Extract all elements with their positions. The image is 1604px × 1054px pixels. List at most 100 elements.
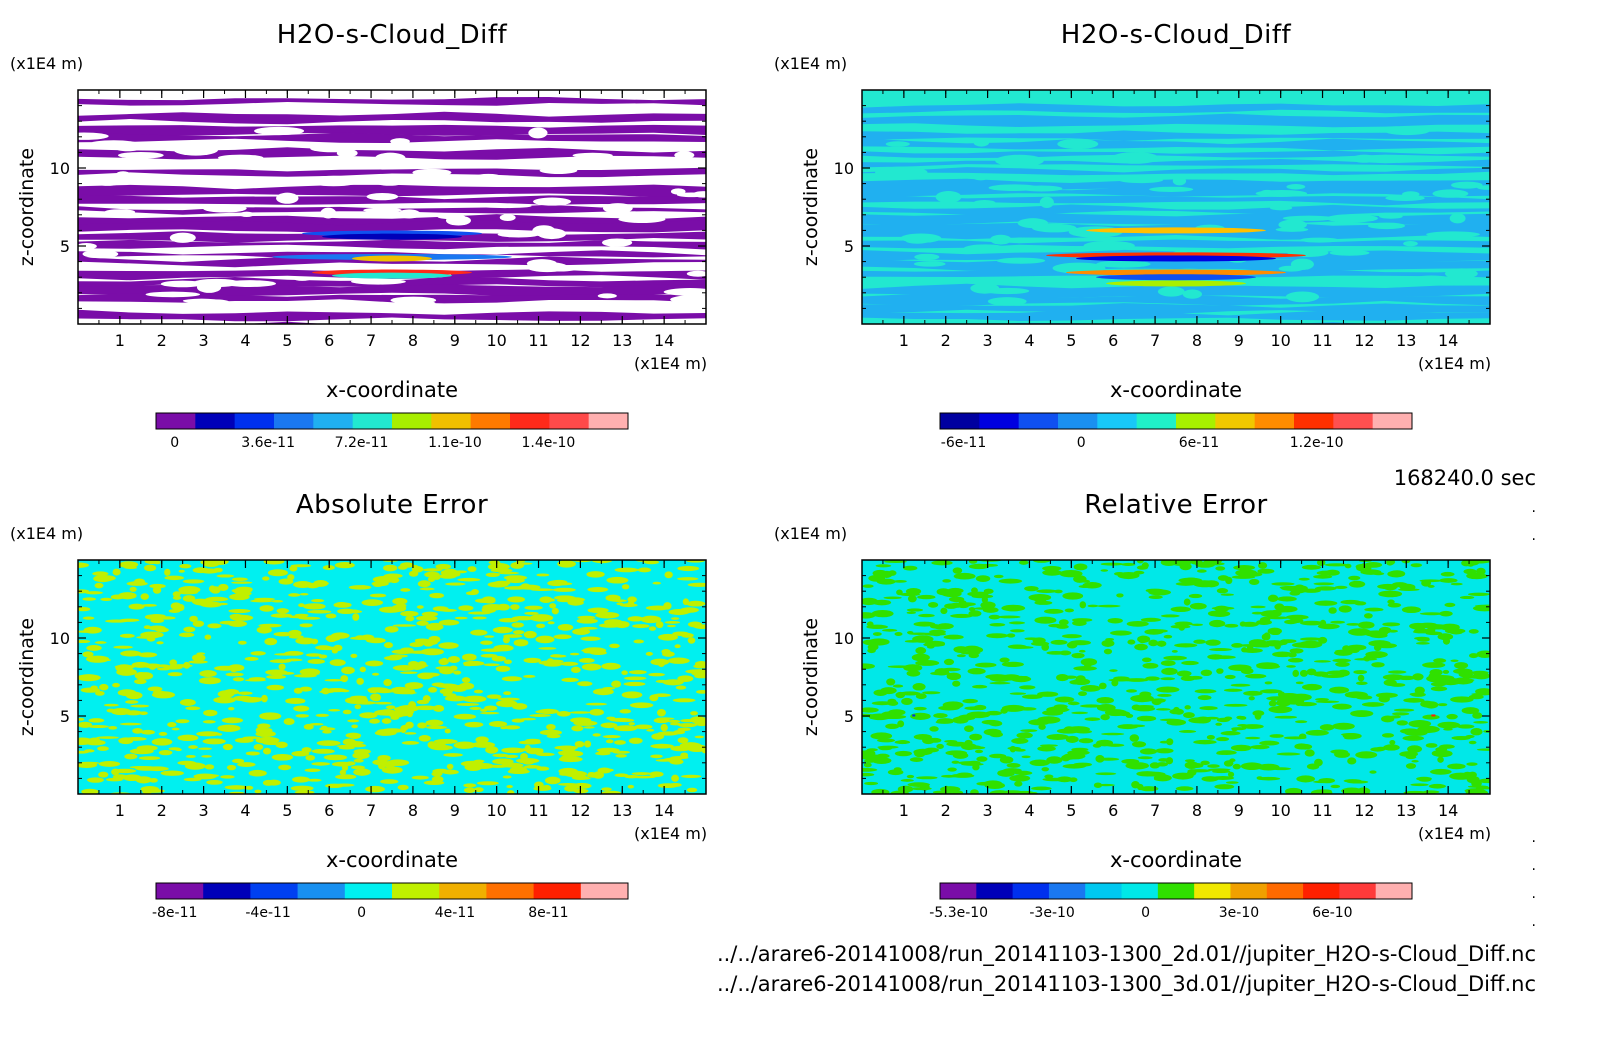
chart-title: H2O-s-Cloud_Diff: [1060, 20, 1292, 50]
noise-cell: [1143, 698, 1167, 702]
noise-cell: [943, 658, 955, 666]
noise-cell: [1099, 682, 1107, 690]
noise-cell: [1095, 772, 1117, 776]
noise-cell: [536, 766, 550, 771]
noise-cell: [156, 641, 164, 645]
noise-cell: [1346, 622, 1361, 626]
noise-cell: [1439, 578, 1458, 583]
noise-cell: [906, 608, 924, 612]
noise-cell: [915, 693, 927, 700]
noise-cell: [221, 717, 244, 724]
noise-cell: [356, 677, 364, 685]
noise-cell: [663, 602, 672, 610]
noise-cell: [369, 593, 387, 598]
noise-cell: [1407, 745, 1423, 753]
noise-cell: [160, 770, 184, 776]
noise-cell: [971, 587, 978, 594]
noise-cell: [78, 737, 93, 746]
heatmap-field: [862, 90, 1490, 324]
noise-cell: [629, 702, 654, 709]
noise-cell: [606, 576, 629, 584]
noise-cell: [299, 593, 309, 596]
noise-cell: [458, 605, 474, 611]
noise-cell: [572, 628, 591, 635]
noise-cell: [903, 565, 918, 571]
noise-cell: [263, 742, 283, 746]
noise-cell: [621, 670, 628, 676]
noise-cell: [1216, 668, 1224, 674]
noise-cell: [556, 711, 571, 717]
noise-cell: [968, 563, 990, 570]
noise-cell: [560, 755, 574, 762]
noise-cell: [100, 597, 113, 601]
noise-cell: [524, 611, 539, 615]
noise-cell: [602, 735, 621, 739]
noise-cell: [444, 728, 451, 734]
noise-cell: [1019, 685, 1036, 690]
noise-cell: [432, 768, 450, 774]
colorbar-swatch: [156, 883, 204, 899]
noise-cell: [952, 567, 963, 574]
noise-cell: [1382, 622, 1401, 627]
noise-cell: [1298, 733, 1307, 740]
noise-cell: [648, 626, 657, 631]
colorbar-swatch: [234, 413, 275, 429]
noise-cell: [968, 607, 976, 612]
noise-cell: [677, 577, 699, 581]
noise-cell: [256, 626, 272, 634]
noise-cell: [1269, 610, 1282, 613]
contour-blob: [116, 171, 131, 178]
noise-cell: [880, 570, 893, 578]
noise-cell: [292, 776, 310, 783]
noise-cell: [1156, 686, 1180, 693]
noise-cell: [587, 586, 609, 593]
noise-cell: [1465, 788, 1488, 794]
contour-blob: [310, 144, 354, 153]
noise-cell: [1175, 786, 1194, 791]
noise-cell: [1346, 780, 1369, 784]
noise-cell: [298, 616, 321, 620]
noise-cell: [536, 752, 555, 757]
noise-cell: [404, 732, 417, 735]
noise-cell: [185, 706, 201, 711]
noise-cell: [1131, 741, 1147, 748]
noise-cell: [473, 689, 484, 694]
colorbar-swatch: [250, 883, 299, 899]
noise-cell: [1092, 743, 1102, 748]
noise-cell: [266, 779, 281, 786]
noise-cell: [998, 578, 1023, 584]
noise-cell: [1389, 740, 1396, 745]
noise-cell: [650, 754, 663, 759]
noise-cell: [512, 630, 525, 635]
noise-cell: [350, 653, 358, 658]
x-tick-label: 14: [654, 801, 674, 820]
noise-cell: [577, 615, 596, 620]
noise-cell: [376, 729, 389, 736]
noise-cell: [1010, 629, 1025, 633]
noise-cell: [1207, 654, 1224, 660]
noise-cell: [1389, 715, 1401, 719]
noise-cell: [886, 678, 896, 686]
noise-cell: [132, 728, 143, 734]
noise-cell: [577, 681, 593, 687]
noise-cell: [475, 736, 489, 744]
noise-cell: [167, 672, 183, 677]
noise-cell: [1329, 686, 1350, 694]
noise-cell: [1299, 637, 1323, 641]
noise-cell: [1378, 695, 1390, 703]
noise-cell: [1156, 640, 1167, 647]
noise-cell: [1011, 737, 1029, 744]
noise-cell: [1131, 704, 1141, 711]
noise-cell: [225, 672, 244, 677]
noise-cell: [536, 623, 546, 629]
noise-cell: [361, 599, 383, 606]
noise-cell: [550, 654, 562, 658]
noise-cell: [390, 686, 411, 694]
noise-cell: [1064, 675, 1078, 679]
x-tick-label: 9: [450, 331, 460, 350]
noise-cell: [431, 682, 446, 687]
contour-blob: [913, 261, 946, 267]
noise-cell: [1093, 782, 1103, 788]
noise-cell: [1387, 599, 1395, 604]
noise-cell: [395, 603, 407, 608]
